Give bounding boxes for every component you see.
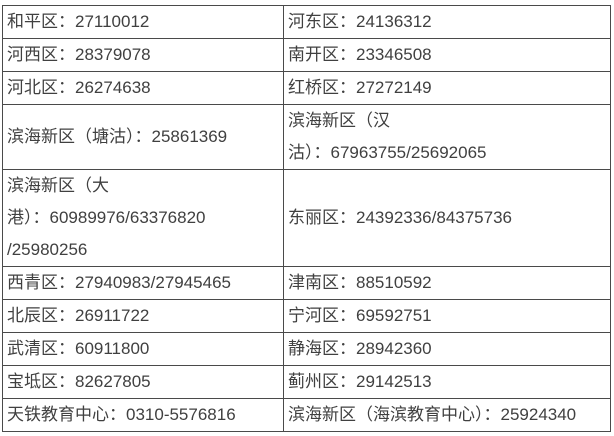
phone-cell: 北辰区：26911722 — [2, 299, 284, 333]
phone-cell: 河北区：26274638 — [2, 71, 284, 105]
phone-cell: 滨海新区（塘沽）：25861369 — [2, 104, 284, 170]
phone-table-body: 和平区：27110012 河东区：24136312 河西区：28379078 南开区：… — [2, 5, 611, 432]
phone-cell: 河东区：24136312 — [283, 5, 611, 39]
table-row: 河西区：28379078 南开区：23346508 — [2, 38, 611, 72]
phone-cell: 东丽区：24392336/84375736 — [283, 169, 611, 267]
phone-cell: 红桥区：27272149 — [283, 71, 611, 105]
table-row: 天铁教育中心：0310-5576816 滨海新区（海滨教育中心）：25924340 — [2, 398, 611, 432]
table-row: 河北区：26274638 红桥区：27272149 — [2, 71, 611, 105]
table-row: 滨海新区（大 港）：60989976/63376820 /25980256 东丽区… — [2, 169, 611, 267]
phone-cell: 西青区：27940983/27945465 — [2, 266, 284, 300]
table-row: 和平区：27110012 河东区：24136312 — [2, 5, 611, 39]
phone-cell: 武清区：60911800 — [2, 332, 284, 366]
phone-cell: 滨海新区（海滨教育中心）：25924340 — [283, 398, 611, 432]
table-row: 北辰区：26911722 宁河区：69592751 — [2, 299, 611, 333]
phone-cell: 河西区：28379078 — [2, 38, 284, 72]
phone-cell: 南开区：23346508 — [283, 38, 611, 72]
district-phone-table: 和平区：27110012 河东区：24136312 河西区：28379078 南开区：… — [2, 5, 611, 432]
phone-cell: 蓟州区：29142513 — [283, 365, 611, 399]
phone-cell: 滨海新区（汉 沽）：67963755/25692065 — [283, 104, 611, 170]
table-row: 西青区：27940983/27945465 津南区：88510592 — [2, 266, 611, 300]
table-row: 滨海新区（塘沽）：25861369 滨海新区（汉 沽）：67963755/2569… — [2, 104, 611, 170]
phone-cell: 宝坻区：82627805 — [2, 365, 284, 399]
table-row: 宝坻区：82627805 蓟州区：29142513 — [2, 365, 611, 399]
phone-cell: 津南区：88510592 — [283, 266, 611, 300]
phone-cell: 滨海新区（大 港）：60989976/63376820 /25980256 — [2, 169, 284, 267]
phone-cell: 和平区：27110012 — [2, 5, 284, 39]
phone-cell: 静海区：28942360 — [283, 332, 611, 366]
phone-cell: 天铁教育中心：0310-5576816 — [2, 398, 284, 432]
phone-cell: 宁河区：69592751 — [283, 299, 611, 333]
table-row: 武清区：60911800 静海区：28942360 — [2, 332, 611, 366]
